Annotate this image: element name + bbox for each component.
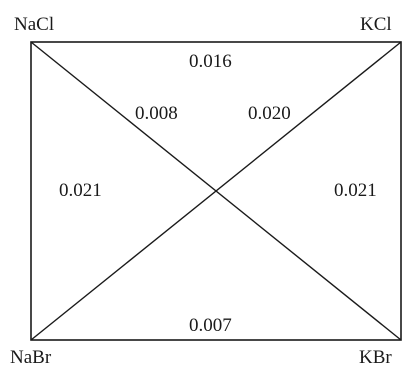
edge-value-top: 0.016 [189,51,232,72]
diagonal-value-kcl-nabr: 0.020 [248,103,291,124]
edge-value-left: 0.021 [59,180,102,201]
corner-label-nabr: NaBr [10,347,52,368]
edge-value-right: 0.021 [334,180,377,201]
diagonal-kcl-nabr [30,41,402,341]
corner-label-kbr: KBr [359,347,392,368]
edge-value-bottom: 0.007 [189,315,232,336]
diagonal-value-nacl-kbr: 0.008 [135,103,178,124]
corner-label-nacl: NaCl [14,14,55,35]
square-outline [30,41,402,341]
corner-label-kcl: KCl [360,14,392,35]
